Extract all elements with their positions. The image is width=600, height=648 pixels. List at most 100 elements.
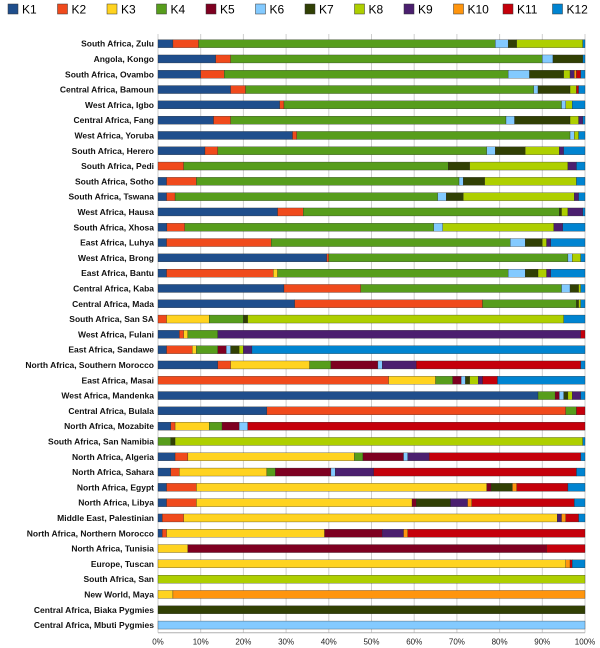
bar-segment-k8 — [463, 192, 575, 201]
row-label: North Africa, Libya — [78, 498, 154, 508]
bar-segment-k4 — [435, 376, 453, 385]
bar-segment-k11 — [471, 498, 575, 507]
x-tick-label: 40% — [321, 638, 337, 647]
bar-segment-k7 — [157, 605, 586, 614]
bar-segment-k12 — [582, 39, 586, 48]
bar-segment-k12 — [251, 345, 586, 354]
bar-segment-k8 — [569, 116, 579, 125]
row-label: Europe, Tuscan — [91, 559, 154, 569]
bar-row — [157, 360, 586, 370]
bar-segment-k10 — [172, 590, 586, 599]
bar-segment-k7 — [463, 177, 485, 186]
bar-row — [157, 314, 586, 324]
bar-segment-k2 — [166, 498, 197, 507]
bar-segment-k7 — [525, 238, 543, 247]
bar-segment-k1 — [157, 330, 180, 339]
row-label: South Africa, Pedi — [81, 161, 154, 171]
bar-segment-k11 — [565, 513, 579, 523]
bar-segment-k9 — [478, 376, 483, 385]
bar-segment-k9 — [569, 70, 575, 79]
bar-segment-k12 — [574, 498, 586, 507]
bar-segment-k7 — [514, 116, 571, 125]
bar-segment-k6 — [330, 467, 336, 477]
row-label: South Africa, Tswana — [69, 192, 155, 202]
bar-segment-k1 — [157, 483, 167, 492]
legend-label-k9: K9 — [418, 3, 433, 17]
bar-segment-k7 — [446, 192, 464, 201]
bar-segment-k5 — [324, 529, 383, 538]
bar-segment-k8 — [484, 177, 577, 186]
row-label: North Africa, Southern Morocco — [25, 360, 154, 370]
bar-segment-k4 — [157, 437, 171, 446]
bar-segment-k12 — [562, 223, 586, 232]
bar-row — [157, 513, 586, 523]
row-label: West Africa, Hausa — [77, 207, 154, 217]
bar-segment-k7 — [230, 345, 240, 354]
bar-segment-k2 — [166, 483, 197, 492]
bar-segment-k9 — [553, 223, 563, 232]
bar-segment-k2 — [166, 223, 185, 232]
bar-row — [157, 544, 586, 553]
bar-segment-k12 — [567, 483, 586, 492]
bar-segment-k2 — [266, 406, 566, 416]
bar-segment-k12 — [563, 146, 586, 155]
bar-segment-k6 — [569, 131, 575, 140]
bar-segment-k1 — [157, 131, 293, 140]
x-axis-ticks: 0% 10% 20% 30% 40% 50% 60% 70% 80% 90% 100% — [152, 638, 595, 647]
bar-segment-k1 — [157, 207, 278, 217]
row-label: Angola, Kongo — [94, 54, 154, 64]
bar-row — [157, 299, 586, 308]
legend: K1 K2 K3 K4 K5 K6 K7 K8 K9 K10 K11 K12 — [7, 3, 588, 17]
legend-label-k2: K2 — [72, 3, 87, 17]
legend-swatch-k8 — [354, 3, 365, 15]
bar-segment-k6 — [533, 85, 539, 94]
x-tick-label: 70% — [449, 638, 465, 647]
bar-segment-k6 — [561, 100, 566, 109]
row-label: South Africa, Sotho — [75, 176, 154, 186]
bar-segment-k9 — [574, 192, 579, 201]
bar-segment-k7 — [563, 391, 569, 400]
bar-row — [157, 177, 586, 186]
bar-segment-k4 — [482, 299, 577, 308]
x-tick-label: 80% — [492, 638, 508, 647]
bar-segment-k2 — [157, 314, 167, 324]
bar-segment-k7 — [552, 54, 584, 64]
bar-segment-k1 — [157, 39, 174, 48]
bar-segment-k8 — [574, 131, 579, 140]
bar-segment-k11 — [247, 421, 586, 431]
bar-segment-k7 — [529, 70, 564, 79]
bar-segment-k6 — [510, 238, 526, 247]
bar-segment-k6 — [461, 376, 466, 385]
bar-row — [157, 253, 586, 263]
bar-segment-k8 — [238, 345, 244, 354]
bar-segment-k2 — [172, 39, 199, 48]
bar-segment-k5 — [362, 452, 404, 461]
bar-segment-k1 — [157, 452, 176, 461]
bar-segment-k10 — [512, 483, 517, 492]
bar-segment-k4 — [328, 253, 569, 263]
bar-segment-k3 — [157, 544, 189, 553]
row-label: Central Africa, Bulala — [68, 406, 154, 416]
bar-segment-k3 — [196, 483, 487, 492]
bar-segment-k7 — [525, 268, 539, 278]
bar-row — [157, 131, 586, 140]
bar-segment-k11 — [580, 330, 586, 339]
bar-segment-k3 — [166, 314, 210, 324]
bar-segment-k12 — [550, 268, 586, 278]
bar-segment-k4 — [309, 360, 332, 370]
bar-segment-k12 — [580, 284, 586, 293]
bar-segment-k3 — [174, 421, 210, 431]
bar-segment-k8 — [578, 299, 581, 308]
bar-segment-k4 — [174, 192, 438, 201]
x-tick-label: 60% — [406, 638, 422, 647]
bar-row — [157, 284, 586, 293]
bar-segment-k8 — [469, 161, 569, 171]
bar-row — [157, 452, 586, 461]
legend-swatch-k5 — [205, 3, 217, 15]
row-label: West Africa, Fulani — [78, 329, 154, 339]
bar-row — [157, 529, 586, 538]
bar-segment-k7 — [490, 483, 513, 492]
bar-row — [157, 406, 586, 416]
bar-segment-k12 — [582, 437, 586, 446]
bar-segment-k7 — [495, 146, 526, 155]
